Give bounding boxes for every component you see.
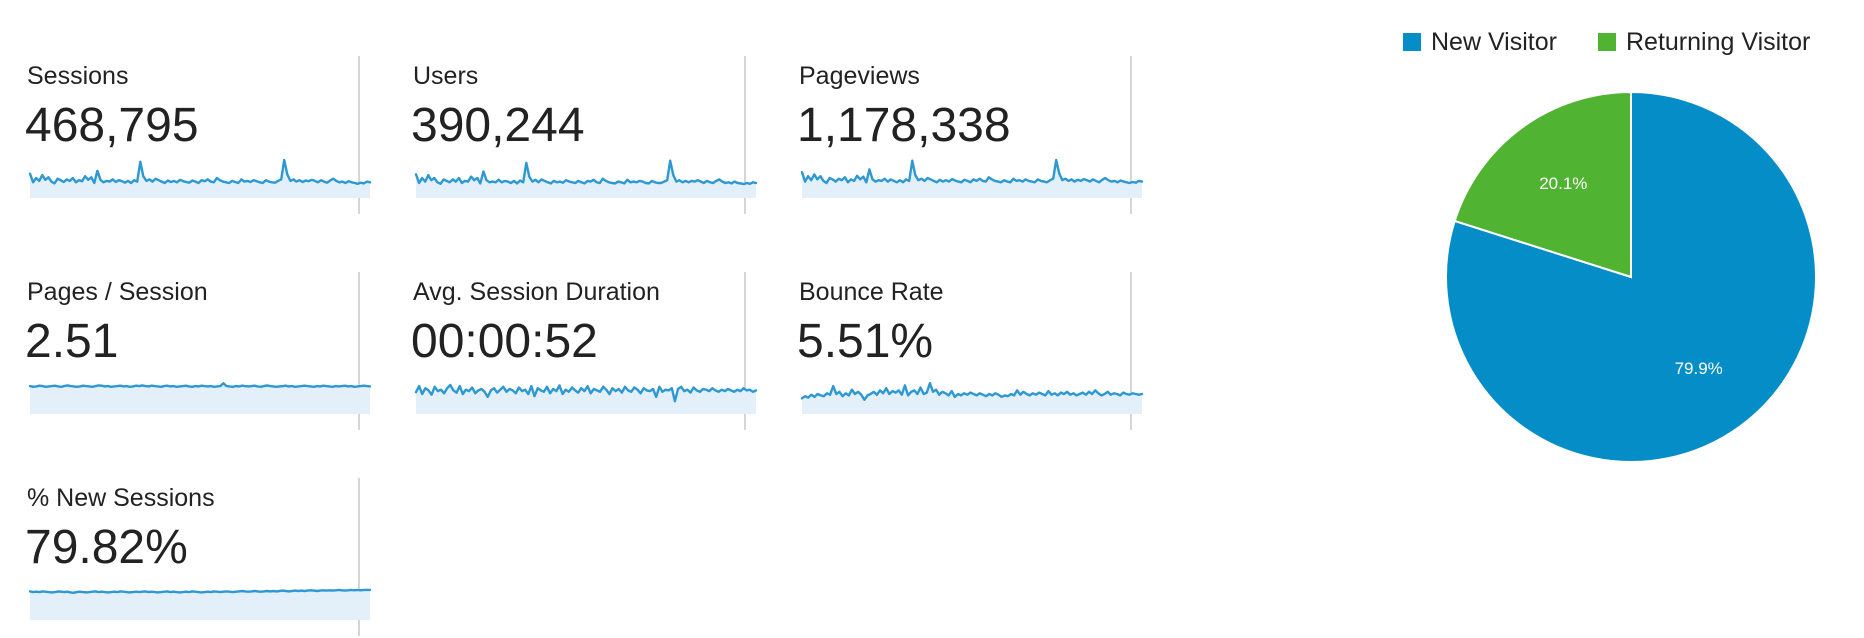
- sparkline: [28, 158, 372, 198]
- sparkline: [800, 158, 1144, 198]
- pie-slice-label: 20.1%: [1539, 174, 1587, 193]
- metric-avg-session-duration[interactable]: Avg. Session Duration 00:00:52: [386, 272, 758, 430]
- sparkline: [414, 159, 758, 198]
- metric-value: 79.82%: [25, 521, 188, 574]
- pie-plot: 79.9% 20.1%: [1445, 90, 1817, 463]
- sparkline-area: [802, 383, 1142, 414]
- legend-label: New Visitor: [1431, 27, 1557, 56]
- metrics-grid: Sessions 468,795 Users 390,244 Pageviews…: [0, 56, 1144, 636]
- metric-sessions[interactable]: Sessions 468,795: [0, 56, 372, 214]
- visitor-pie-chart: New Visitor Returning Visitor 79.9% 20.1%: [1390, 0, 1864, 638]
- legend-item-returning-visitor[interactable]: Returning Visitor: [1598, 26, 1810, 58]
- pie-slice-new-visitor[interactable]: [1445, 90, 1817, 463]
- pie-slice-returning-visitor[interactable]: [1453, 90, 1632, 279]
- metric-label: % New Sessions: [27, 484, 215, 512]
- sparkline-line: [28, 588, 372, 594]
- sparkline-area: [416, 160, 756, 198]
- sparkline-area: [802, 160, 1142, 198]
- sparkline-line: [414, 159, 758, 186]
- metric-value: 468,795: [25, 99, 199, 152]
- sparkline-area: [416, 385, 756, 414]
- metric-bounce-rate[interactable]: Bounce Rate 5.51%: [772, 272, 1144, 430]
- sparkline-line: [414, 383, 758, 403]
- metric-label: Users: [413, 62, 479, 90]
- metric-value: 390,244: [411, 99, 585, 152]
- pie-slice-label: 79.9%: [1675, 359, 1723, 378]
- sparkline-line: [28, 382, 372, 388]
- sparkline-line: [800, 382, 1144, 401]
- sparkline: [800, 382, 1144, 414]
- metric-new-sessions[interactable]: % New Sessions 79.82%: [0, 478, 372, 636]
- sparkline-area: [30, 383, 370, 414]
- sparkline: [28, 382, 372, 414]
- metric-users[interactable]: Users 390,244: [386, 56, 758, 214]
- sparkline-line: [28, 158, 372, 185]
- legend-item-new-visitor[interactable]: New Visitor: [1403, 26, 1557, 58]
- legend-swatch: [1403, 33, 1421, 51]
- metric-label: Sessions: [27, 62, 129, 90]
- sparkline-line: [800, 158, 1144, 185]
- pie-legend: New Visitor Returning Visitor: [1390, 26, 1864, 58]
- sparkline: [28, 588, 372, 620]
- metric-label: Avg. Session Duration: [413, 278, 660, 306]
- metric-pageviews[interactable]: Pageviews 1,178,338: [772, 56, 1144, 214]
- metric-value: 5.51%: [797, 315, 934, 368]
- metric-label: Pageviews: [799, 62, 920, 90]
- metric-value: 00:00:52: [411, 315, 598, 368]
- sparkline-area: [30, 160, 370, 198]
- legend-label: Returning Visitor: [1626, 27, 1811, 56]
- sparkline: [414, 383, 758, 414]
- metric-value: 1,178,338: [797, 99, 1011, 152]
- metric-value: 2.51: [25, 315, 119, 368]
- metric-label: Pages / Session: [27, 278, 208, 306]
- metric-pages-per-session[interactable]: Pages / Session 2.51: [0, 272, 372, 430]
- legend-swatch: [1598, 33, 1616, 51]
- metric-label: Bounce Rate: [799, 278, 944, 306]
- sparkline-area: [30, 589, 370, 620]
